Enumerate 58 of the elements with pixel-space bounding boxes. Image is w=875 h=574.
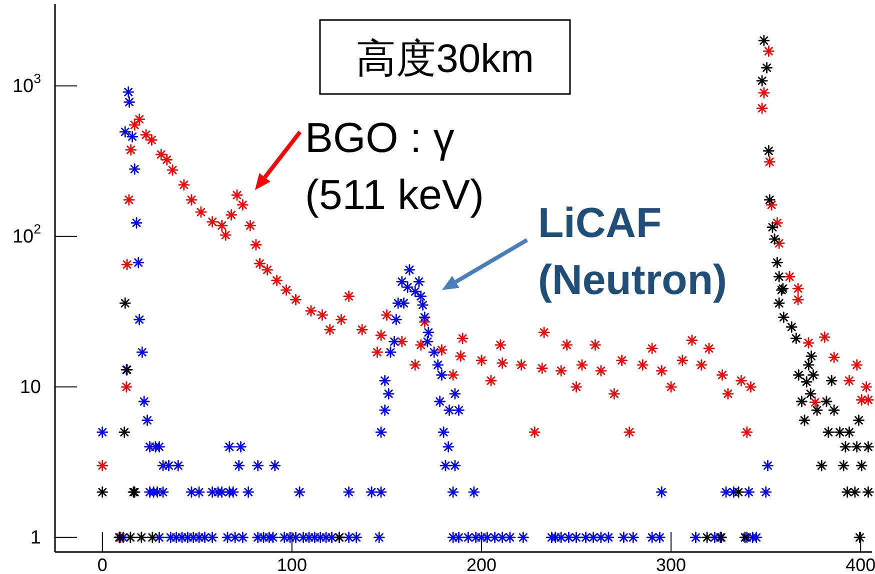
x-tick-label: 200 xyxy=(466,555,497,574)
point xyxy=(838,460,850,472)
x-tick-label: 0 xyxy=(97,555,108,574)
y-tick-label: 10 xyxy=(20,376,41,398)
point xyxy=(732,486,744,498)
point xyxy=(773,270,785,282)
title: 高度30km xyxy=(319,19,571,95)
point xyxy=(840,441,852,452)
point xyxy=(804,388,816,400)
point xyxy=(806,350,818,362)
point xyxy=(118,426,130,438)
point xyxy=(802,359,814,371)
point xyxy=(758,34,770,46)
annotation: LiCAF (Neutron) xyxy=(538,199,727,303)
point xyxy=(826,374,838,386)
point xyxy=(808,369,819,381)
point xyxy=(853,414,864,426)
point xyxy=(816,460,828,472)
point xyxy=(854,532,866,544)
point xyxy=(778,312,790,324)
point xyxy=(764,194,776,206)
point xyxy=(834,426,846,438)
y-tick-label: 1 xyxy=(30,526,41,548)
point xyxy=(772,256,783,268)
point xyxy=(124,532,136,544)
point xyxy=(862,486,874,498)
point xyxy=(800,376,812,388)
point xyxy=(796,396,808,408)
point xyxy=(756,75,768,87)
point xyxy=(842,486,854,498)
x-tick-label: 300 xyxy=(656,555,686,574)
y-tick-label: 10$^{3}$ xyxy=(12,70,41,96)
point xyxy=(792,369,804,381)
point xyxy=(862,441,874,452)
point xyxy=(701,532,713,544)
x-tick-label: 100 xyxy=(276,555,307,574)
point xyxy=(844,426,855,438)
point xyxy=(849,486,861,498)
point xyxy=(119,297,131,309)
point xyxy=(851,441,863,452)
point xyxy=(811,404,823,416)
x-tick-label: 400 xyxy=(846,555,875,574)
point xyxy=(96,486,108,498)
point xyxy=(761,62,772,74)
point xyxy=(136,532,148,544)
point xyxy=(790,332,802,344)
point xyxy=(146,532,158,544)
point xyxy=(786,321,798,333)
point xyxy=(773,297,785,309)
point xyxy=(768,233,780,245)
point xyxy=(762,145,774,157)
point xyxy=(798,414,810,426)
point xyxy=(856,460,868,472)
point xyxy=(822,426,834,438)
y-tick-label: 10$^{2}$ xyxy=(12,221,41,247)
point xyxy=(766,222,778,233)
point xyxy=(820,396,832,408)
point xyxy=(828,404,840,416)
